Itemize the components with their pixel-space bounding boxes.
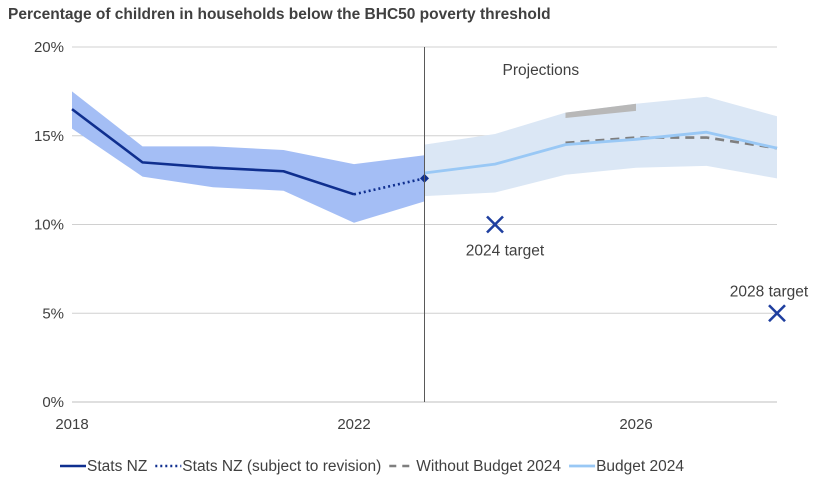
target-label: 2024 target xyxy=(466,243,545,260)
legend-label: Budget 2024 xyxy=(596,458,684,475)
y-tick-label: 10% xyxy=(34,217,64,234)
target-label: 2028 target xyxy=(730,283,809,300)
legend-item: Stats NZ xyxy=(60,458,147,475)
series-lines xyxy=(71,108,778,196)
actual-band xyxy=(72,91,425,223)
without-budget-band xyxy=(565,103,636,118)
x-tick-label: 2018 xyxy=(55,416,88,433)
series-line-without-budget-2024 xyxy=(565,136,778,150)
legend-item: Without Budget 2024 xyxy=(389,458,561,475)
target-marker: 2024 target xyxy=(466,215,545,260)
target-x-stroke xyxy=(768,304,786,323)
legend-item: Stats NZ (subject to revision) xyxy=(155,458,381,475)
series-line-stats-nz-subject-to-revision xyxy=(353,177,425,196)
x-axis-tick-labels: 2018 2022 2026 xyxy=(55,416,652,433)
target-marker: 2028 target xyxy=(730,283,809,323)
x-tick-label: 2026 xyxy=(619,416,652,433)
target-x-stroke xyxy=(486,215,504,234)
legend-label: Stats NZ (subject to revision) xyxy=(182,458,381,475)
chart-title: Percentage of children in households bel… xyxy=(8,6,551,23)
series-line-stats-nz xyxy=(71,108,355,196)
y-tick-label: 5% xyxy=(42,305,64,322)
legend-label: Stats NZ xyxy=(87,458,147,475)
projection-band xyxy=(424,96,777,197)
x-tick-label: 2022 xyxy=(337,416,370,433)
series-line-budget-2024 xyxy=(424,130,778,175)
legend-label: Without Budget 2024 xyxy=(416,458,561,475)
legend-item: Budget 2024 xyxy=(569,458,684,475)
projections-label: Projections xyxy=(503,62,580,79)
legend: Stats NZ Stats NZ (subject to revision) Wi… xyxy=(60,458,684,475)
y-tick-label: 20% xyxy=(34,39,64,56)
y-tick-label: 15% xyxy=(34,128,64,145)
projection-divider: Projections xyxy=(424,47,580,402)
y-tick-label: 0% xyxy=(42,394,64,411)
target-markers: 2024 target 2028 target xyxy=(466,215,809,323)
y-axis-tick-labels: 0% 5% 10% 15% 20% xyxy=(34,39,64,411)
